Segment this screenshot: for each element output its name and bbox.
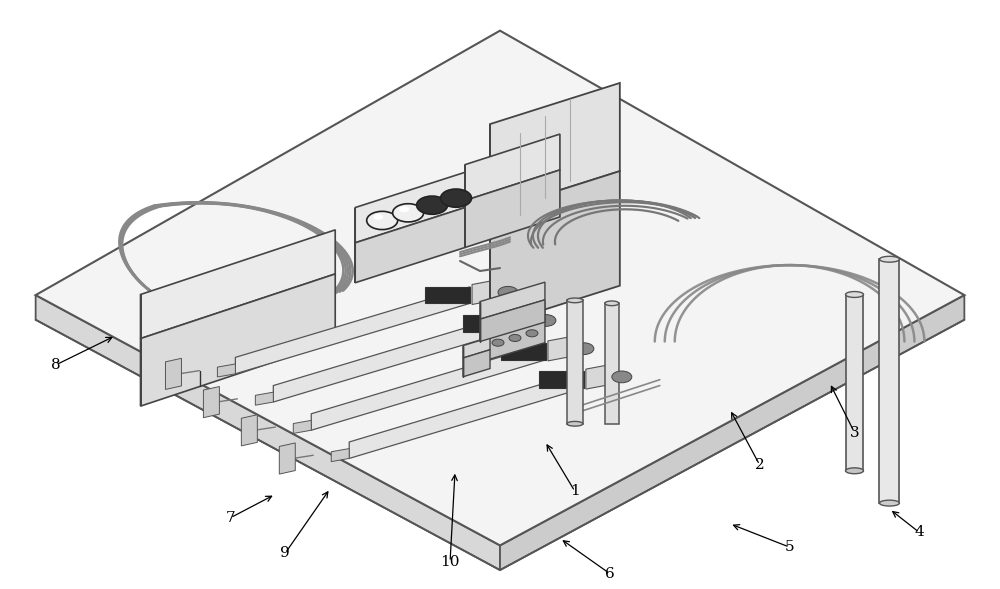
Circle shape <box>417 196 448 214</box>
Text: 8: 8 <box>51 358 60 372</box>
Text: 10: 10 <box>440 555 460 569</box>
Circle shape <box>399 206 409 212</box>
Polygon shape <box>241 415 257 446</box>
Polygon shape <box>217 364 235 377</box>
Polygon shape <box>331 449 349 462</box>
Circle shape <box>536 315 556 326</box>
Polygon shape <box>463 337 490 358</box>
Circle shape <box>498 286 518 298</box>
Polygon shape <box>490 171 620 327</box>
Polygon shape <box>586 363 616 389</box>
Polygon shape <box>501 343 546 360</box>
Circle shape <box>393 204 424 222</box>
Polygon shape <box>465 170 560 247</box>
Ellipse shape <box>879 500 899 506</box>
Text: 3: 3 <box>850 426 859 439</box>
Polygon shape <box>480 319 545 362</box>
Polygon shape <box>879 259 899 503</box>
Ellipse shape <box>567 298 583 303</box>
Text: 7: 7 <box>226 511 235 525</box>
Polygon shape <box>255 392 273 405</box>
Circle shape <box>373 214 383 220</box>
Polygon shape <box>36 31 964 545</box>
Circle shape <box>492 339 504 346</box>
Polygon shape <box>500 295 964 570</box>
Text: 6: 6 <box>605 567 615 581</box>
Text: 2: 2 <box>755 458 765 472</box>
Ellipse shape <box>567 421 583 426</box>
Polygon shape <box>273 315 508 402</box>
Circle shape <box>441 189 472 207</box>
Polygon shape <box>605 303 619 423</box>
Text: 9: 9 <box>280 546 290 560</box>
Polygon shape <box>472 279 502 305</box>
Polygon shape <box>425 287 470 303</box>
Polygon shape <box>355 207 465 283</box>
Text: 4: 4 <box>915 525 924 540</box>
Polygon shape <box>141 274 335 406</box>
Polygon shape <box>490 83 620 212</box>
Polygon shape <box>203 386 219 418</box>
Polygon shape <box>480 302 545 339</box>
Polygon shape <box>311 343 546 430</box>
Ellipse shape <box>846 468 863 474</box>
Polygon shape <box>235 287 470 374</box>
Circle shape <box>509 335 521 342</box>
Polygon shape <box>539 372 584 388</box>
Text: 5: 5 <box>785 540 794 554</box>
Polygon shape <box>355 172 465 243</box>
Polygon shape <box>567 300 583 423</box>
Polygon shape <box>141 230 335 339</box>
Ellipse shape <box>879 256 899 262</box>
Polygon shape <box>480 282 545 319</box>
Polygon shape <box>846 294 863 471</box>
Polygon shape <box>463 350 490 377</box>
Polygon shape <box>548 335 578 361</box>
Polygon shape <box>349 372 584 458</box>
Text: 1: 1 <box>570 484 580 498</box>
Polygon shape <box>165 358 181 389</box>
Circle shape <box>367 211 398 230</box>
Polygon shape <box>480 300 545 342</box>
Polygon shape <box>465 134 560 200</box>
Circle shape <box>574 343 594 355</box>
Ellipse shape <box>605 301 619 306</box>
Polygon shape <box>279 443 295 474</box>
Polygon shape <box>510 307 540 333</box>
Circle shape <box>526 330 538 337</box>
Ellipse shape <box>846 292 863 297</box>
Circle shape <box>612 371 632 383</box>
Polygon shape <box>36 295 500 570</box>
Polygon shape <box>463 315 508 332</box>
Polygon shape <box>293 421 311 434</box>
